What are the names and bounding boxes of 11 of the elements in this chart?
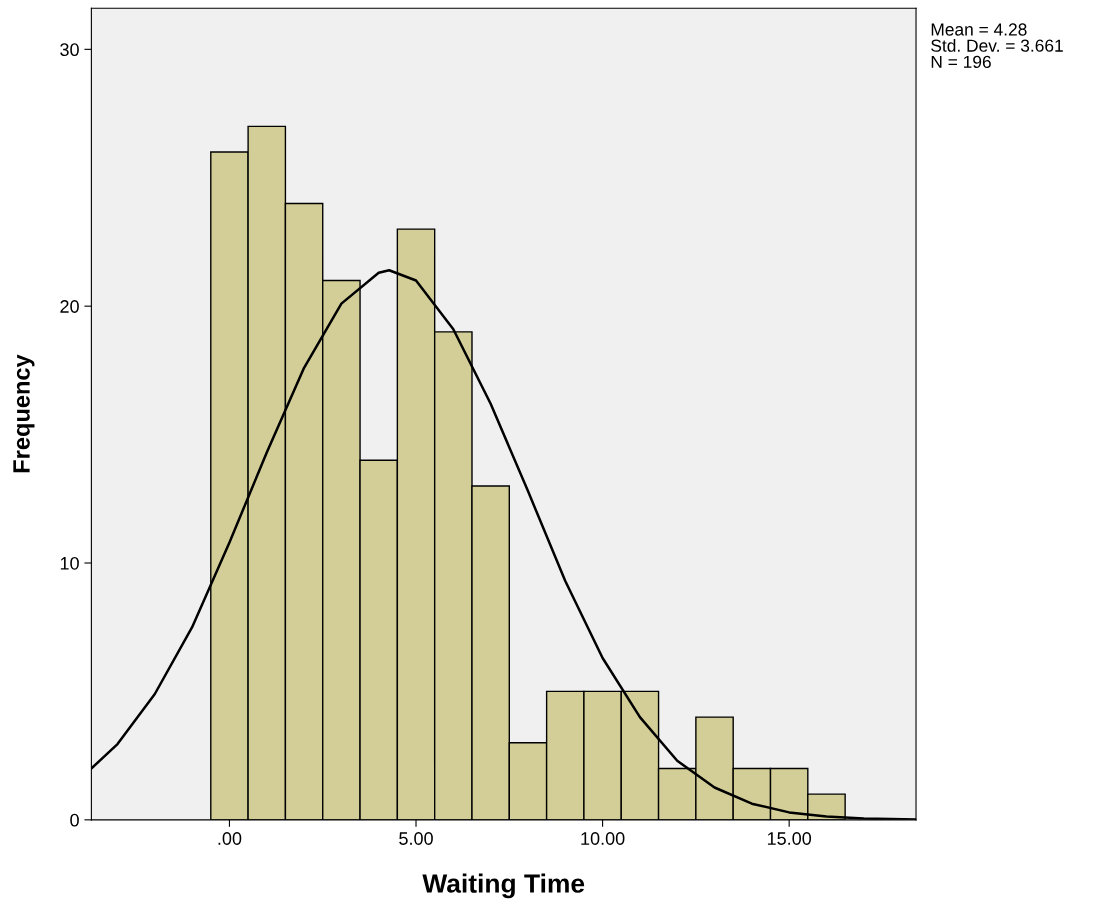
text: Mean = 4.28 Std. Dev. = 3.661 N = 196 — [931, 23, 1063, 68]
y-tick-label: 20 — [60, 300, 79, 313]
y-tick-label: 0 — [70, 813, 79, 827]
x-tick-label: .00 — [218, 832, 242, 845]
y-tick-label: 10 — [60, 556, 79, 570]
x-tick-label: 15.00 — [767, 832, 812, 845]
y-axis-title: Frequency — [13, 354, 35, 473]
x-tick-label: 5.00 — [399, 832, 433, 845]
y-tick-label: 30 — [60, 43, 79, 57]
x-tick-label: 10.00 — [581, 832, 625, 845]
x-axis-title: Waiting Time — [422, 873, 585, 899]
